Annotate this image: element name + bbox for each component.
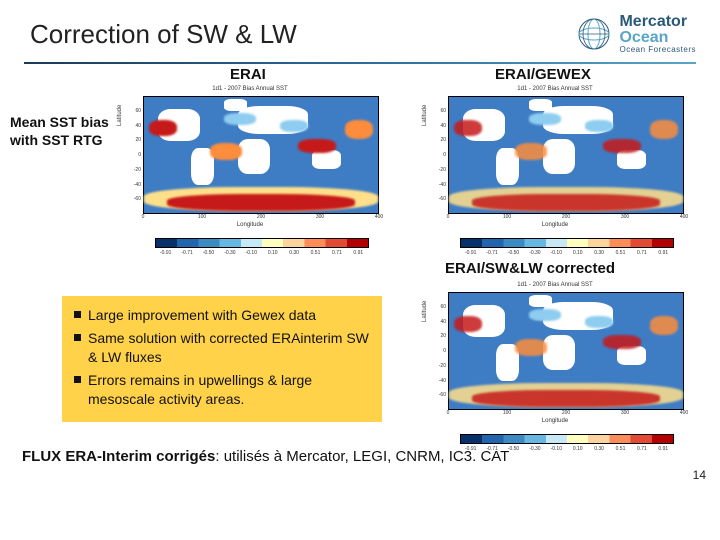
page-number: 14: [693, 468, 706, 482]
bullet-item: Same solution with corrected ERAinterim …: [74, 329, 370, 367]
label-erai: ERAI: [230, 66, 266, 83]
footer-line: FLUX ERA-Interim corrigés: utilisés à Me…: [22, 448, 680, 466]
map-corrected: 1d1 - 2007 Bias Annual SST-60-40-2002040…: [420, 282, 690, 452]
label-gewex: ERAI/GEWEX: [495, 66, 591, 83]
logo-line1: Mercator: [619, 14, 696, 30]
bullets-box: Large improvement with Gewex data Same s…: [62, 296, 382, 422]
footer-bold: FLUX ERA-Interim corrigés: [22, 448, 215, 465]
label-corrected: ERAI/SW&LW corrected: [445, 260, 615, 277]
logo-tagline: Ocean Forecasters: [619, 46, 696, 54]
logo-line2: Ocean: [619, 30, 696, 46]
bullet-item: Errors remains in upwellings & large mes…: [74, 371, 370, 409]
map-gewex: 1d1 - 2007 Bias Annual SST-60-40-2002040…: [420, 86, 690, 256]
footer-rest: : utilisés à Mercator, LEGI, CNRM, IC3. …: [215, 448, 509, 465]
mercator-logo: Mercator Ocean Ocean Forecasters: [577, 14, 696, 54]
page-title: Correction of SW & LW: [30, 19, 297, 50]
side-note: Mean SST bias with SST RTG: [10, 114, 110, 149]
bullet-item: Large improvement with Gewex data: [74, 306, 370, 325]
globe-icon: [577, 17, 611, 51]
map-erai: 1d1 - 2007 Bias Annual SST-60-40-2002040…: [115, 86, 385, 256]
